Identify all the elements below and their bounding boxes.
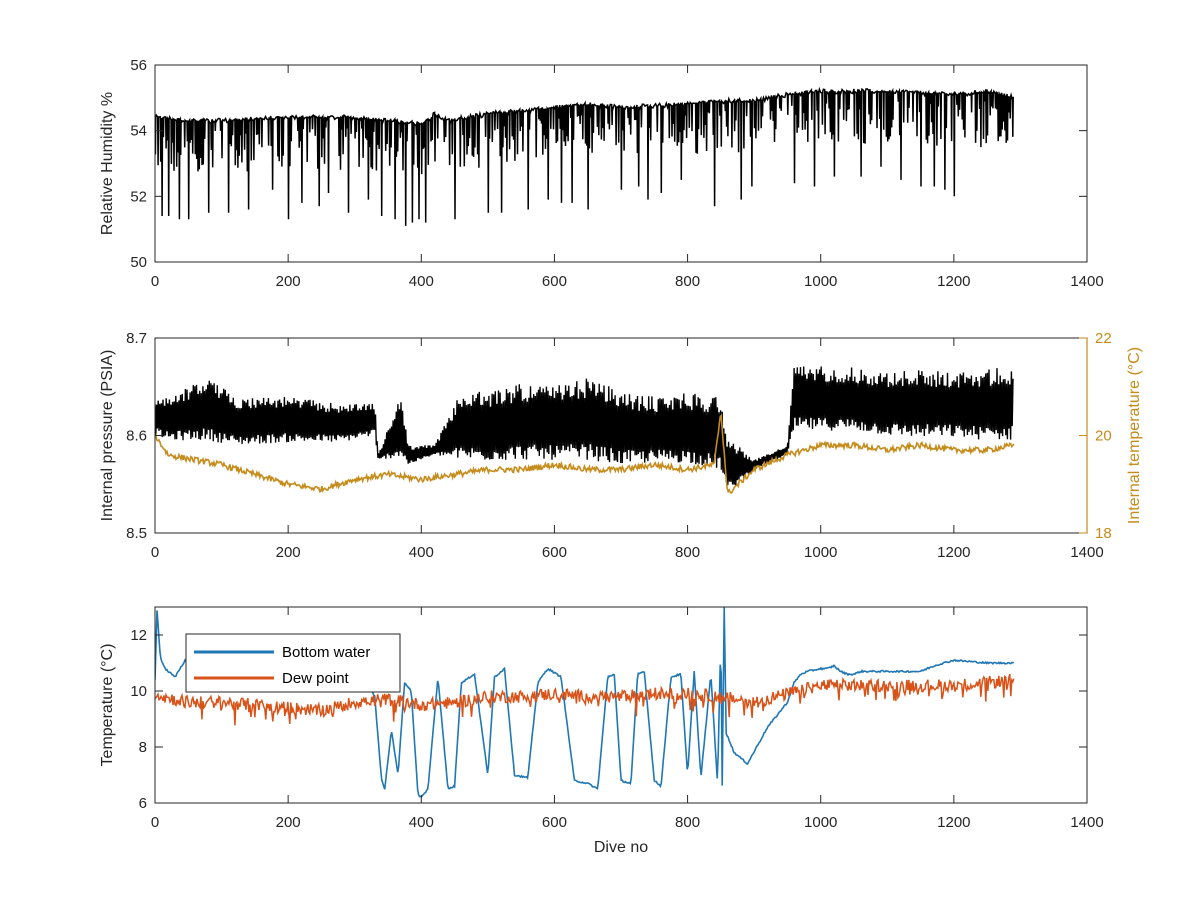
humidity-series-layer	[155, 86, 1015, 226]
temperature-x-tick-label: 1000	[804, 814, 837, 831]
humidity-y-ticks: 50 52 54 56	[130, 57, 1087, 271]
temperature-x-tick-label: 200	[276, 814, 301, 831]
legend-dew-point-label: Dew point	[282, 670, 350, 687]
temperature-x-tick-label: 0	[151, 814, 159, 831]
humidity-x-tick-label: 600	[542, 273, 567, 290]
temperature-y-tick-label: 6	[139, 795, 147, 812]
right-y-tick-label: 18	[1095, 525, 1112, 542]
temperature-x-ticks: 0 200 400 600 800 1000 1200 1400	[151, 607, 1104, 831]
pressure-x-ticks: 0 200 400 600 800 1000 1200 1400	[151, 338, 1104, 561]
humidity-x-tick-label: 1200	[937, 273, 970, 290]
internal-temperature-y-axis-label: Internal temperature (°C)	[1126, 347, 1143, 524]
internal-temperature-y-ticks: 18 20 22	[1079, 330, 1112, 542]
panel-relative-humidity: 0 200 400 600 800 1000 1200 1400 50 52 54 56 Relat…	[99, 57, 1104, 290]
humidity-x-tick-label: 200	[276, 273, 301, 290]
pressure-x-tick-label: 600	[542, 544, 567, 561]
humidity-x-tick-label: 1000	[804, 273, 837, 290]
pressure-x-tick-label: 1000	[804, 544, 837, 561]
pressure-y-tick-label: 8.6	[126, 428, 147, 445]
temperature-axes-box	[154, 606, 1088, 804]
humidity-series-0-line	[155, 86, 1015, 226]
legend-bottom-water-label: Bottom water	[282, 644, 370, 661]
temperature-x-tick-label: 600	[542, 814, 567, 831]
pressure-x-tick-label: 0	[151, 544, 159, 561]
pressure-x-tick-label: 400	[409, 544, 434, 561]
temperature-y-ticks: 6 8 10 12	[130, 627, 1087, 812]
pressure-y-ticks: 8.5 8.6 8.7	[126, 330, 163, 542]
temperature-x-tick-label: 400	[409, 814, 434, 831]
humidity-x-tick-label: 0	[151, 273, 159, 290]
dive-no-x-axis-label: Dive no	[594, 839, 648, 856]
temperature-x-tick-label: 1200	[937, 814, 970, 831]
humidity-axes-box	[154, 64, 1088, 263]
pressure-series-1-line	[155, 413, 1015, 495]
pressure-x-tick-label: 200	[276, 544, 301, 561]
humidity-y-tick-label: 52	[130, 188, 147, 205]
pressure-y-tick-label: 8.7	[126, 330, 147, 347]
legend-box	[185, 633, 401, 693]
pressure-x-tick-label: 1200	[937, 544, 970, 561]
humidity-x-tick-label: 1400	[1070, 273, 1103, 290]
temperature-y-tick-label: 10	[130, 683, 147, 700]
right-y-tick-label: 22	[1095, 330, 1112, 347]
pressure-x-tick-label: 1400	[1070, 544, 1103, 561]
humidity-x-ticks: 0 200 400 600 800 1000 1200 1400	[151, 65, 1104, 290]
dew-point-line	[155, 673, 1015, 726]
humidity-y-tick-label: 54	[130, 123, 147, 140]
panel-temperature: 0 200 400 600 800 1000 1200 1400 6 8 10 12 Tempera…	[99, 606, 1104, 856]
humidity-y-tick-label: 50	[130, 254, 147, 271]
humidity-y-tick-label: 56	[130, 57, 147, 74]
temperature-y-tick-label: 8	[139, 739, 147, 756]
humidity-x-tick-label: 800	[675, 273, 700, 290]
humidity-y-axis-label: Relative Humidity %	[99, 92, 116, 235]
pressure-series-0-line	[155, 366, 1014, 487]
temperature-x-tick-label: 800	[675, 814, 700, 831]
temperature-legend: Bottom water Dew point	[185, 633, 401, 693]
right-y-tick-label: 20	[1095, 428, 1112, 445]
temperature-y-tick-label: 12	[130, 627, 147, 644]
humidity-x-tick-label: 400	[409, 273, 434, 290]
temperature-x-tick-label: 1400	[1070, 814, 1103, 831]
pressure-x-tick-label: 800	[675, 544, 700, 561]
pressure-series-layer	[155, 366, 1015, 495]
temperature-y-axis-label: Temperature (°C)	[99, 644, 116, 767]
pressure-y-tick-label: 8.5	[126, 525, 147, 542]
panel-internal-pressure: 0 200 400 600 800 1000 1200 1400 8.5 8.6 8.7 18 20…	[99, 330, 1143, 561]
pressure-y-axis-label: Internal pressure (PSIA)	[99, 350, 116, 522]
